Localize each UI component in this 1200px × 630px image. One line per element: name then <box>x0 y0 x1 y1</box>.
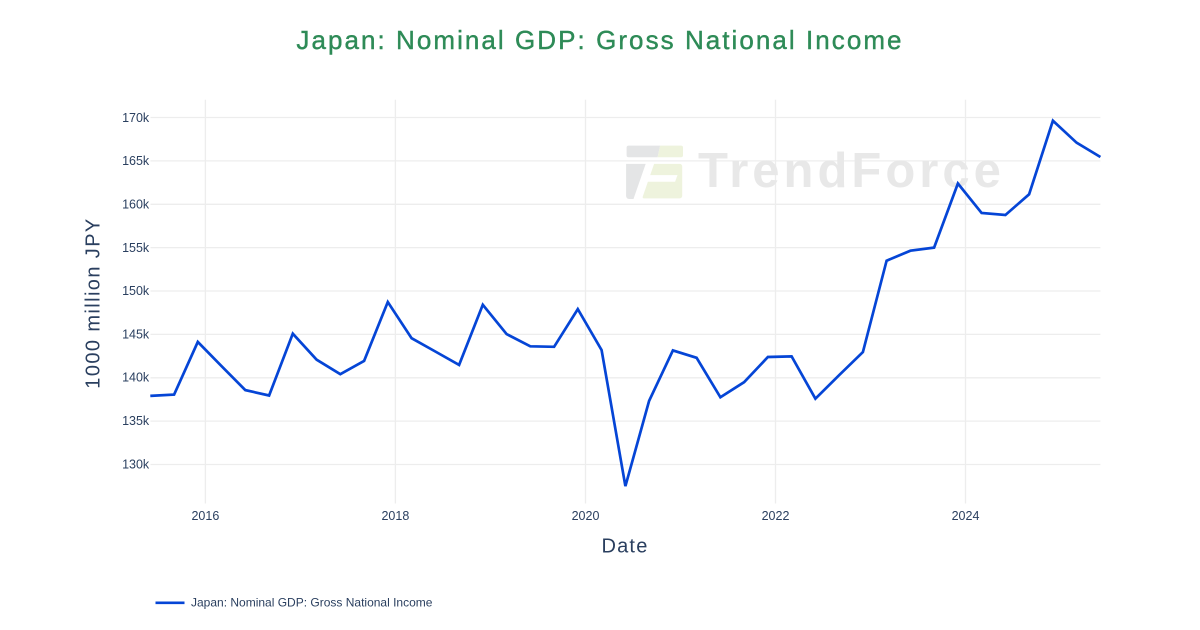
svg-text:145k: 145k <box>122 327 150 341</box>
svg-text:TrendForce: TrendForce <box>698 144 1005 198</box>
svg-text:Date: Date <box>601 536 648 558</box>
svg-text:1000 million JPY: 1000 million JPY <box>83 217 105 388</box>
svg-text:155k: 155k <box>122 241 150 255</box>
svg-text:140k: 140k <box>122 371 150 385</box>
svg-text:160k: 160k <box>122 198 150 212</box>
svg-text:Japan: Nominal GDP: Gross Nati: Japan: Nominal GDP: Gross National Incom… <box>296 25 903 55</box>
svg-text:165k: 165k <box>122 154 150 168</box>
svg-text:170k: 170k <box>122 111 150 125</box>
svg-text:2020: 2020 <box>572 509 600 523</box>
svg-text:2024: 2024 <box>952 509 980 523</box>
svg-text:150k: 150k <box>122 284 150 298</box>
svg-text:2016: 2016 <box>191 509 219 523</box>
svg-text:2018: 2018 <box>381 509 409 523</box>
svg-text:130k: 130k <box>122 457 150 471</box>
svg-text:135k: 135k <box>122 414 150 428</box>
svg-text:Japan: Nominal GDP: Gross Nati: Japan: Nominal GDP: Gross National Incom… <box>191 596 433 610</box>
svg-text:2022: 2022 <box>762 509 790 523</box>
